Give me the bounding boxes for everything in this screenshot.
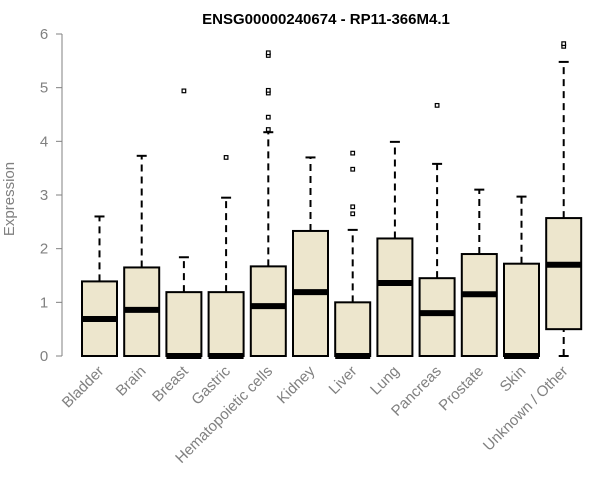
- y-axis-title: Expression: [1, 162, 18, 236]
- iqr-box: [334, 301, 372, 358]
- iqr-box: [545, 217, 583, 331]
- box-gastric: [207, 155, 245, 359]
- iqr-box: [376, 237, 414, 357]
- y-tick-label: 1: [40, 294, 48, 311]
- y-tick-label: 2: [40, 241, 48, 258]
- box-pancreas: [418, 102, 456, 357]
- box-brain: [123, 154, 161, 358]
- iqr-box: [418, 277, 456, 357]
- box-liver: [334, 150, 372, 359]
- box-skin: [503, 195, 540, 359]
- iqr-box: [249, 265, 287, 358]
- box-prostate: [460, 188, 498, 358]
- y-tick-label: 5: [40, 80, 48, 97]
- boxes-group: [81, 41, 583, 359]
- iqr-box: [207, 291, 245, 357]
- outlier-point: [265, 87, 271, 93]
- outlier-point: [265, 127, 271, 132]
- y-tick-label: 6: [40, 26, 48, 43]
- outlier-point: [181, 88, 187, 94]
- x-tick-label: Skin: [497, 363, 530, 396]
- y-tick-label: 0: [40, 348, 48, 365]
- x-tick-label: Lung: [367, 363, 403, 399]
- box-hematopoietic-cells: [249, 50, 287, 358]
- y-tick-label: 4: [40, 133, 48, 150]
- box-lung: [376, 140, 414, 357]
- outlier-point: [350, 150, 356, 156]
- x-tick-label: Brain: [113, 363, 150, 400]
- box-unknown-other: [545, 41, 583, 357]
- outlier-point: [434, 102, 440, 108]
- iqr-box: [503, 262, 540, 357]
- box-kidney: [292, 156, 329, 357]
- x-tick-label: Prostate: [436, 363, 488, 415]
- x-tick-label: Breast: [149, 362, 192, 405]
- outlier-point: [350, 166, 356, 172]
- y-axis: 0 1 2 3 4 5 6: [40, 26, 63, 365]
- x-tick-label: Bladder: [59, 363, 108, 412]
- chart-title: ENSG00000240674 - RP11-366M4.1: [202, 11, 450, 28]
- outlier-point: [350, 211, 356, 217]
- outlier-point: [265, 50, 271, 56]
- x-tick-label: Liver: [326, 363, 361, 398]
- outlier-point: [265, 114, 271, 120]
- box-bladder: [81, 215, 118, 357]
- outlier-point: [223, 155, 229, 160]
- outlier-point: [561, 41, 567, 47]
- x-tick-label: Kidney: [274, 362, 319, 407]
- iqr-box: [165, 291, 203, 357]
- iqr-box: [460, 253, 498, 358]
- y-tick-label: 3: [40, 187, 48, 204]
- box-breast: [165, 88, 203, 359]
- outlier-point: [350, 204, 356, 210]
